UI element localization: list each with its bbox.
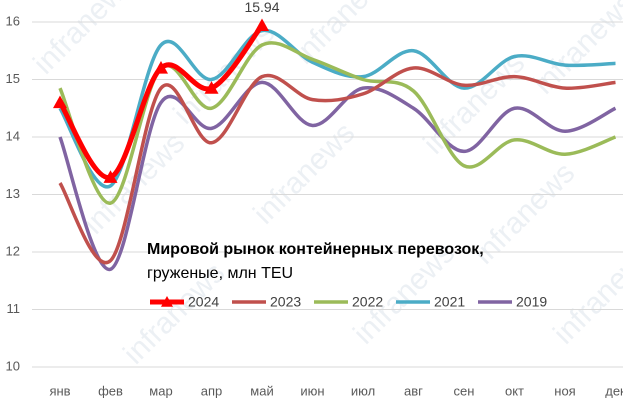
x-tick-label: июл [351, 383, 375, 398]
x-tick-label: апр [201, 383, 223, 398]
legend-label: 2022 [352, 294, 383, 310]
legend-label: 2021 [434, 294, 465, 310]
point-marker [154, 61, 168, 74]
y-tick-label: 16 [6, 13, 20, 28]
watermark: infranews [287, 0, 401, 71]
x-tick-label: май [250, 383, 273, 398]
x-tick-label: мар [149, 383, 172, 398]
watermark: infranews [467, 156, 581, 270]
series-line [58, 80, 617, 271]
x-tick-label: янв [49, 383, 70, 398]
x-tick-label: фев [98, 383, 123, 398]
series-line [58, 28, 616, 189]
x-tick-label: июн [300, 383, 324, 398]
watermark: infranews [527, 0, 623, 101]
y-tick-label: 12 [6, 243, 20, 258]
watermark: infranews [547, 236, 623, 350]
y-tick-label: 11 [7, 301, 21, 316]
chart-title: Мировой рынок контейнерных перевозок, [147, 241, 484, 258]
x-tick-label: ноя [554, 383, 575, 398]
point-marker [53, 95, 67, 109]
x-tick-label: окт [505, 383, 524, 398]
x-tick-label: сен [454, 383, 475, 398]
watermark: infranews [27, 0, 141, 81]
chart-subtitle: груженые, млн TEU [147, 265, 293, 282]
legend-label: 2023 [270, 294, 301, 310]
y-tick-label: 14 [6, 128, 20, 143]
x-tick-label: дек [605, 383, 623, 398]
point-marker [103, 170, 118, 183]
y-tick-label: 10 [6, 358, 20, 373]
series-line [58, 66, 616, 265]
legend-marker [161, 296, 173, 307]
lines [53, 18, 617, 271]
x-tick-label: авг [404, 383, 423, 398]
point-marker [204, 81, 219, 94]
y-tick-label: 13 [6, 186, 20, 201]
y-tick-label: 15 [6, 71, 20, 86]
data-label: 15.94 [244, 0, 279, 15]
series-line [58, 41, 617, 205]
point-marker [255, 18, 269, 32]
watermark: infranews [247, 116, 361, 230]
legend-label: 2019 [516, 294, 547, 310]
legend-label: 2024 [188, 294, 219, 310]
